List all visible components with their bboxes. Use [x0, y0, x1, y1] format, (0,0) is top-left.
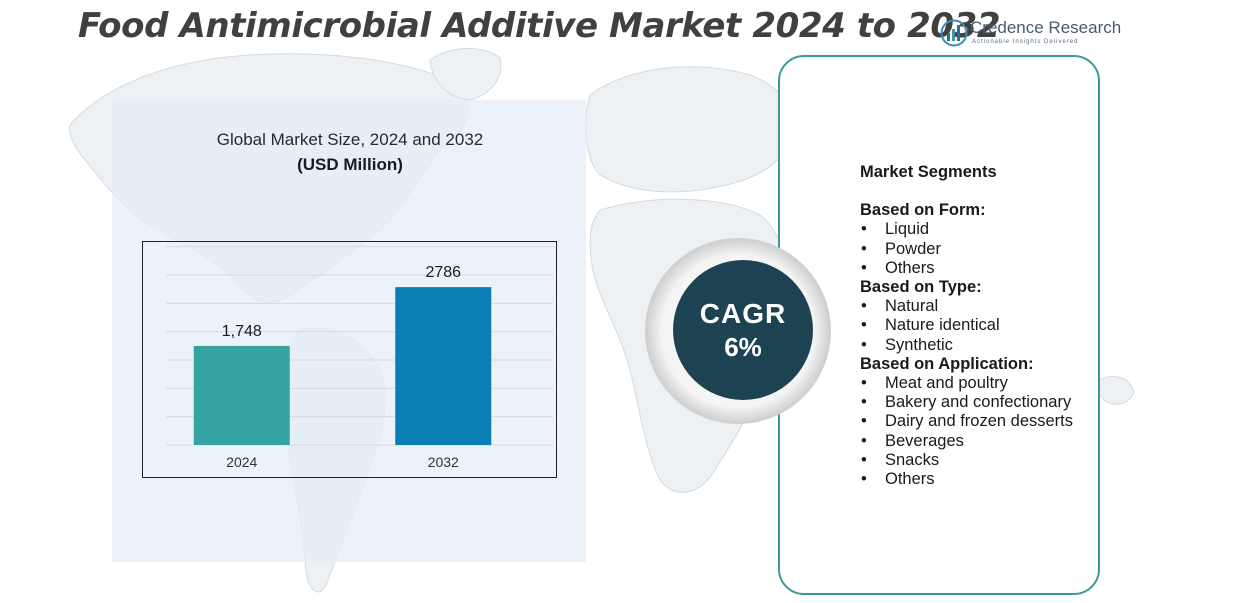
cagr-value: 6%	[724, 332, 762, 362]
segment-item: Meat and poultry	[860, 374, 1100, 393]
bar-value-label: 1,748	[222, 323, 262, 340]
bar-2032	[395, 287, 492, 445]
segment-item: Synthetic	[860, 336, 1100, 355]
segment-item: Liquid	[860, 220, 1100, 239]
segment-group-label: Based on Form:	[860, 201, 986, 220]
chart-frame	[142, 241, 557, 478]
logo-bars-icon	[940, 19, 968, 47]
page-title: Food Antimicrobial Additive Market 2024 …	[78, 6, 1001, 46]
market-segments: Market Segments Based on Form:LiquidPowd…	[860, 163, 1100, 489]
brand-logo: Credence Research Actionable Insights De…	[940, 16, 1130, 52]
segment-item: Dairy and frozen desserts	[860, 412, 1100, 431]
cagr-label: CAGR	[699, 298, 787, 329]
segment-item: Powder	[860, 240, 1100, 259]
segment-item: Others	[860, 470, 1100, 489]
chart-unit: (USD Million)	[297, 155, 403, 174]
cagr-badge: CAGR 6%	[673, 260, 813, 400]
segment-item: Nature identical	[860, 316, 1100, 335]
x-tick-label: 2032	[428, 454, 459, 470]
bar-value-label: 2786	[425, 264, 461, 281]
chart-panel	[112, 100, 586, 562]
brand-tagline: Actionable Insights Delivered	[972, 39, 1079, 45]
bar-chart: 1,748 2024 2786 2032	[142, 241, 557, 478]
segments-title: Market Segments	[860, 163, 997, 181]
chart-heading: Global Market Size, 2024 and 2032	[216, 130, 484, 149]
brand-name: Credence Research	[970, 18, 1122, 37]
segment-item: Beverages	[860, 432, 1100, 451]
segment-group-label: Based on Type:	[860, 278, 982, 297]
segment-item: Snacks	[860, 451, 1100, 470]
segment-groups: Based on Form:LiquidPowderOthersBased on…	[860, 201, 1100, 489]
segment-item: Bakery and confectionary	[860, 393, 1100, 412]
segment-item: Natural	[860, 297, 1100, 316]
bar-2024	[193, 345, 290, 445]
segment-group-label: Based on Application:	[860, 354, 1034, 373]
segment-item: Others	[860, 259, 1100, 278]
x-tick-label: 2024	[226, 454, 257, 470]
